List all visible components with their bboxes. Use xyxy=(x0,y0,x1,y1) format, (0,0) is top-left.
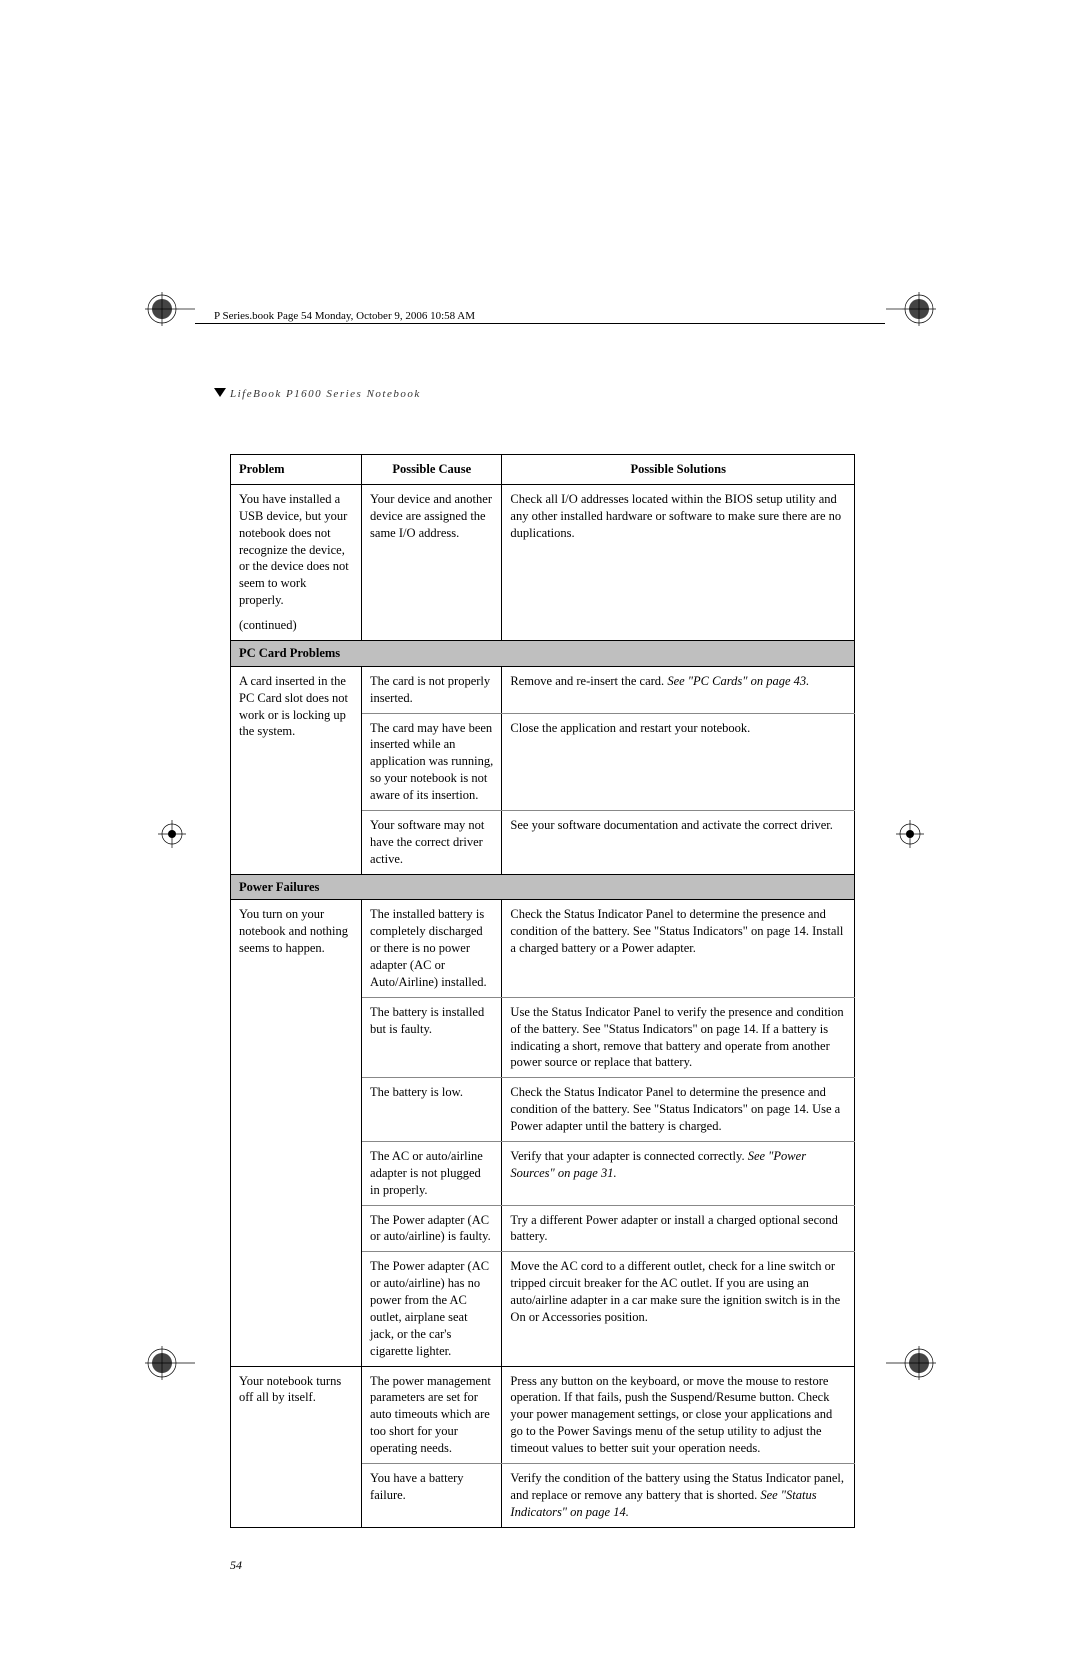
col-cause-header: Possible Cause xyxy=(362,455,502,485)
section-pc-card: PC Card Problems xyxy=(231,640,855,666)
running-header: P Series.book Page 54 Monday, October 9,… xyxy=(214,310,475,322)
page-number: 54 xyxy=(230,1558,855,1573)
section-power-failures: Power Failures xyxy=(231,874,855,900)
cell-solution: Verify that your adapter is connected co… xyxy=(502,1141,855,1205)
cell-solution: Try a different Power adapter or install… xyxy=(502,1205,855,1252)
cell-cause: The card is not properly inserted. xyxy=(362,666,502,713)
cell-solution: Use the Status Indicator Panel to verify… xyxy=(502,997,855,1078)
cell-cause: The power management parameters are set … xyxy=(362,1366,502,1463)
reg-mark-right xyxy=(896,820,924,848)
col-solution-header: Possible Solutions xyxy=(502,455,855,485)
cell-problem: A card inserted in the PC Card slot does… xyxy=(231,666,362,874)
section-label: PC Card Problems xyxy=(231,640,855,666)
table-row: A card inserted in the PC Card slot does… xyxy=(231,666,855,713)
table-row: Your notebook turns off all by itself. T… xyxy=(231,1366,855,1463)
book-title-wrap: LifeBook P1600 Series Notebook xyxy=(230,388,855,400)
cell-problem: Your notebook turns off all by itself. xyxy=(231,1366,362,1527)
cell-solution: Move the AC cord to a different outlet, … xyxy=(502,1252,855,1366)
cell-cause: The battery is low. xyxy=(362,1078,502,1142)
crop-mark-bl xyxy=(145,1330,195,1380)
cell-solution: Check the Status Indicator Panel to dete… xyxy=(502,1078,855,1142)
cell-cause: You have a battery failure. xyxy=(362,1463,502,1527)
table-header-row: Problem Possible Cause Possible Solution… xyxy=(231,455,855,485)
cell-cause: The installed battery is completely disc… xyxy=(362,900,502,997)
cell-problem: You have installed a USB device, but you… xyxy=(231,484,362,640)
cell-cause: The card may have been inserted while an… xyxy=(362,713,502,810)
cell-cause: The AC or auto/airline adapter is not pl… xyxy=(362,1141,502,1205)
crop-mark-tr xyxy=(886,292,936,342)
crop-mark-tl xyxy=(145,292,195,342)
cell-solution: Close the application and restart your n… xyxy=(502,713,855,810)
book-title: LifeBook P1600 Series Notebook xyxy=(230,388,855,400)
cell-problem: You turn on your notebook and nothing se… xyxy=(231,900,362,1366)
cell-solution: Remove and re-insert the card. See "PC C… xyxy=(502,666,855,713)
table-row: You turn on your notebook and nothing se… xyxy=(231,900,855,997)
cell-cause: Your software may not have the correct d… xyxy=(362,810,502,874)
table-row: You have installed a USB device, but you… xyxy=(231,484,855,640)
troubleshooting-table: Problem Possible Cause Possible Solution… xyxy=(230,454,855,1528)
cell-solution: Check all I/O addresses located within t… xyxy=(502,484,855,640)
cell-solution: Verify the condition of the battery usin… xyxy=(502,1463,855,1527)
reg-mark-left xyxy=(158,820,186,848)
cell-solution: Press any button on the keyboard, or mov… xyxy=(502,1366,855,1463)
cell-cause: The Power adapter (AC or auto/airline) i… xyxy=(362,1205,502,1252)
cell-solution: See your software documentation and acti… xyxy=(502,810,855,874)
crop-mark-br xyxy=(886,1330,936,1380)
col-problem-header: Problem xyxy=(231,455,362,485)
header-rule xyxy=(195,323,885,324)
cell-cause: The Power adapter (AC or auto/airline) h… xyxy=(362,1252,502,1366)
cell-cause: The battery is installed but is faulty. xyxy=(362,997,502,1078)
cell-solution: Check the Status Indicator Panel to dete… xyxy=(502,900,855,997)
cell-cause: Your device and another device are assig… xyxy=(362,484,502,640)
section-label: Power Failures xyxy=(231,874,855,900)
page-content: LifeBook P1600 Series Notebook Problem P… xyxy=(230,388,855,1573)
